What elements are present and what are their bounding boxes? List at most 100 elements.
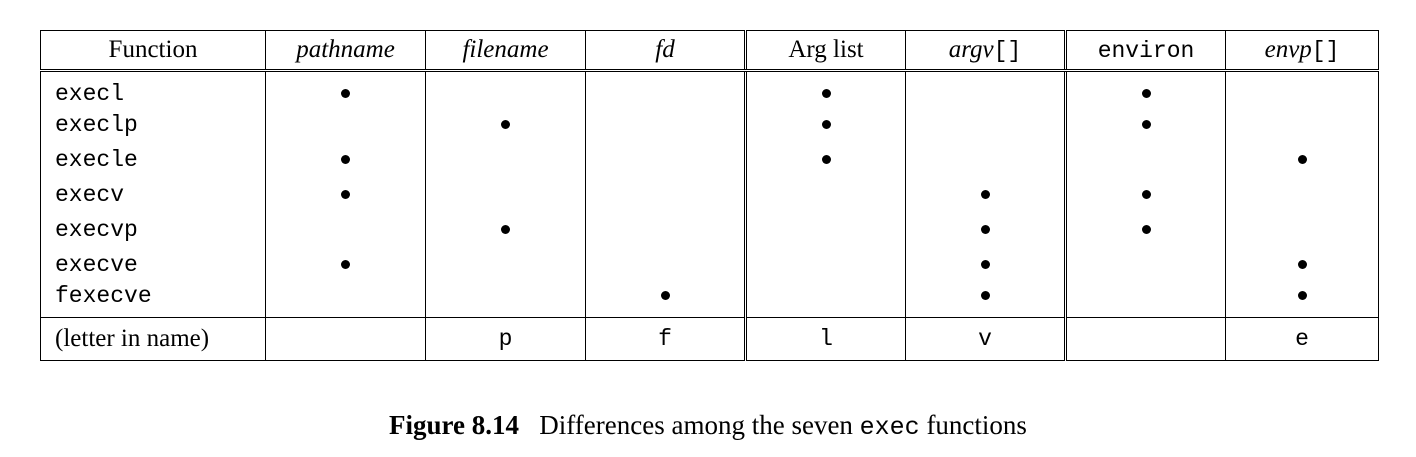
table-row: execv — [40, 177, 1379, 212]
bullet-icon — [1297, 260, 1307, 270]
mark-cell — [744, 177, 906, 212]
letter-row-label: (letter in name) — [40, 317, 266, 361]
bullet-icon — [980, 291, 990, 301]
bullet-icon — [1141, 89, 1151, 99]
header-row: Function pathname filename fd Arg list argv[]… — [40, 30, 1379, 72]
mark-cell — [585, 282, 746, 318]
bullet-icon — [501, 120, 510, 130]
letter-cell — [1064, 317, 1226, 361]
bullet-icon — [501, 225, 510, 235]
mark-cell — [265, 212, 426, 247]
mark-cell — [585, 107, 746, 142]
mark-cell — [1064, 142, 1226, 177]
mark-cell — [905, 282, 1066, 318]
header-cell-envp: envp[] — [1225, 30, 1379, 72]
figure-number: Figure 8.14 — [389, 410, 520, 440]
mark-cell — [744, 70, 906, 107]
mark-cell — [744, 107, 906, 142]
function-name: execv — [40, 177, 266, 212]
mark-cell — [425, 142, 586, 177]
header-label: environ — [1097, 38, 1195, 64]
mark-cell — [1225, 282, 1379, 318]
header-cell-fd: fd — [585, 30, 746, 72]
letter-cell: f — [585, 317, 746, 361]
mark-cell — [905, 177, 1066, 212]
mark-cell — [744, 282, 906, 318]
mark-cell — [265, 142, 426, 177]
mark-cell — [905, 142, 1066, 177]
mark-cell — [265, 107, 426, 142]
letter-in-name-row: (letter in name) p f l v e — [40, 317, 1379, 361]
bullet-icon — [1297, 155, 1307, 165]
header-label: argv — [948, 36, 994, 63]
mark-cell — [1225, 212, 1379, 247]
bullet-icon — [821, 155, 831, 165]
bullet-icon — [821, 120, 831, 130]
header-cell-filename: filename — [425, 30, 586, 72]
header-label: Function — [108, 36, 198, 63]
mark-cell — [1064, 107, 1226, 142]
mark-cell — [905, 107, 1066, 142]
mark-cell — [585, 70, 746, 107]
bullet-icon — [1141, 190, 1151, 200]
mark-cell — [265, 247, 426, 282]
table-row: execlp — [40, 107, 1379, 142]
mark-cell — [425, 212, 586, 247]
header-cell-function: Function — [40, 30, 266, 72]
header-cell-arg-list: Arg list — [744, 30, 906, 72]
mark-cell — [1064, 212, 1226, 247]
bullet-icon — [341, 260, 350, 270]
function-name: fexecve — [40, 282, 266, 318]
header-label: envp — [1264, 36, 1312, 63]
mark-cell — [265, 177, 426, 212]
mark-cell — [425, 107, 586, 142]
header-label: pathname — [296, 36, 395, 63]
bullet-icon — [980, 260, 990, 270]
bullet-icon — [660, 291, 670, 301]
table-row: execle — [40, 142, 1379, 177]
bullet-icon — [1141, 120, 1151, 130]
mark-cell — [585, 247, 746, 282]
bullet-icon — [341, 155, 350, 165]
mark-cell — [1064, 282, 1226, 318]
header-label: fd — [655, 36, 675, 63]
mark-cell — [1225, 70, 1379, 107]
mark-cell — [744, 212, 906, 247]
bullet-icon — [341, 190, 350, 200]
mark-cell — [905, 70, 1066, 107]
letter-cell — [265, 317, 426, 361]
mark-cell — [265, 282, 426, 318]
table-row: execve — [40, 247, 1379, 282]
caption-text-after: functions — [926, 410, 1027, 440]
mark-cell — [585, 212, 746, 247]
mark-cell — [744, 142, 906, 177]
mark-cell — [1225, 247, 1379, 282]
mark-cell — [425, 247, 586, 282]
bullet-icon — [980, 225, 990, 235]
header-cell-environ: environ — [1064, 30, 1226, 72]
table-row: execl — [40, 70, 1379, 107]
letter-cell: p — [425, 317, 586, 361]
mark-cell — [1064, 247, 1226, 282]
caption-text-before: Differences among the seven — [539, 410, 853, 440]
bullet-icon — [1141, 225, 1151, 235]
mark-cell — [1225, 142, 1379, 177]
header-cell-argv: argv[] — [905, 30, 1066, 72]
function-name: execvp — [40, 212, 266, 247]
mark-cell — [425, 282, 586, 318]
function-name: execve — [40, 247, 266, 282]
exec-functions-table: Function pathname filename fd Arg list argv[]… — [40, 30, 1379, 361]
mark-cell — [1064, 70, 1226, 107]
mark-cell — [905, 247, 1066, 282]
mark-cell — [1225, 107, 1379, 142]
caption-code: exec — [859, 413, 920, 442]
mark-cell — [744, 247, 906, 282]
function-name: execl — [40, 70, 266, 107]
mark-cell — [1064, 177, 1226, 212]
mark-cell — [585, 177, 746, 212]
bullet-icon — [341, 89, 350, 99]
header-suffix: [] — [993, 38, 1022, 64]
bullet-icon — [1297, 291, 1307, 301]
mark-cell — [585, 142, 746, 177]
header-label: filename — [462, 36, 549, 63]
